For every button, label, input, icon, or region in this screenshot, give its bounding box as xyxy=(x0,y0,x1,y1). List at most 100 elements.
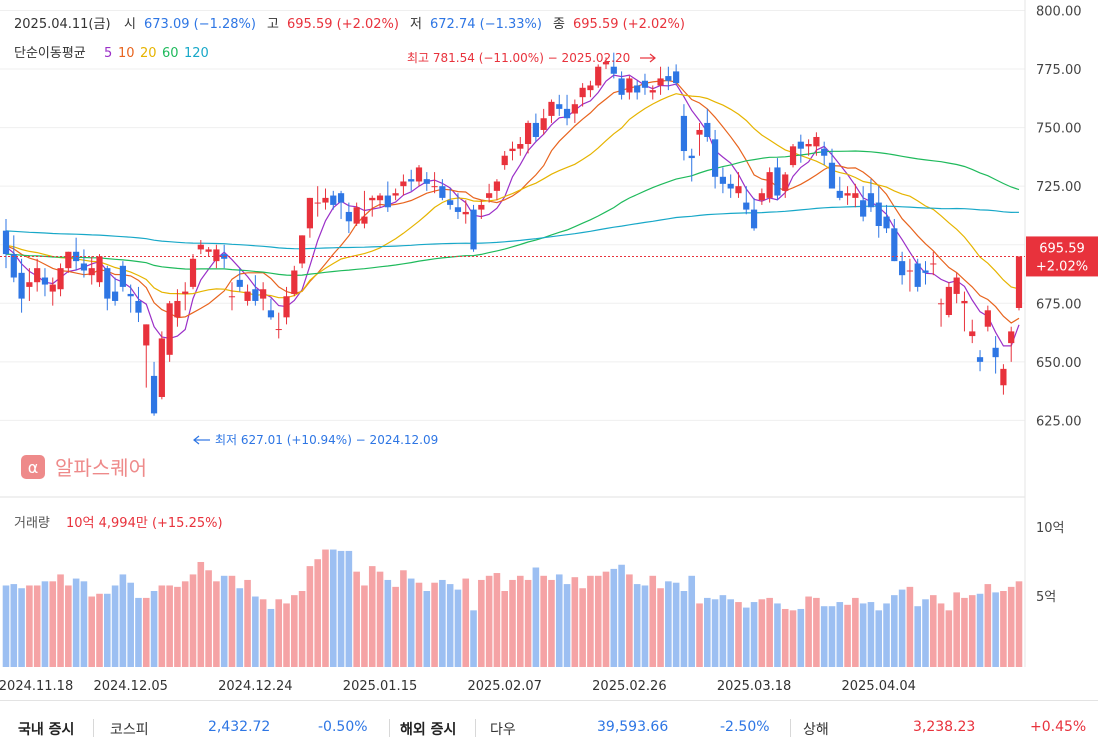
y-tick-label: 650.00 xyxy=(1036,356,1082,371)
volume-bar xyxy=(259,599,267,667)
kospi-label[interactable]: 코스피 xyxy=(110,722,149,738)
x-tick-label: 2025.02.07 xyxy=(467,679,541,694)
y-tick-label: 750.00 xyxy=(1036,122,1082,137)
candle-body xyxy=(361,216,368,224)
candle-body xyxy=(587,85,594,91)
volume-bar xyxy=(906,586,914,667)
low-value: 672.74 (−1.33%) xyxy=(430,17,542,32)
y-tick-label: 800.00 xyxy=(1036,5,1082,20)
volume-bar xyxy=(555,574,563,667)
candle-body xyxy=(922,270,929,273)
shanghai-change: +0.45% xyxy=(1030,719,1087,735)
candle-body xyxy=(236,279,243,287)
price-tag-change: +2.02% xyxy=(1036,259,1088,274)
volume-bar xyxy=(875,610,883,667)
volume-bar xyxy=(579,588,586,667)
candle-body xyxy=(766,172,773,198)
ma-line-10 xyxy=(5,79,1020,324)
volume-bar xyxy=(306,566,314,667)
volume-bar xyxy=(649,575,657,667)
watermark-logo-glyph: α xyxy=(28,458,39,477)
volume-bar xyxy=(57,574,64,667)
volume-bar xyxy=(135,597,142,667)
candle-body xyxy=(524,122,532,145)
candle-body xyxy=(182,291,189,294)
ma-legend-period: 60 xyxy=(162,46,179,61)
volume-bar xyxy=(470,610,477,667)
candle-body xyxy=(961,300,968,304)
shanghai-value: 3,238.23 xyxy=(913,719,976,735)
volume-bar xyxy=(891,595,898,667)
volume-bar xyxy=(758,599,766,667)
candle-body xyxy=(774,167,781,196)
volume-bar xyxy=(610,568,618,667)
stock-chart: 800.00775.00750.00725.00700.00675.00650.… xyxy=(0,0,1098,694)
candle-body xyxy=(634,85,641,93)
volume-bar xyxy=(197,561,205,667)
volume-bar xyxy=(1000,591,1007,667)
candle-body xyxy=(501,155,508,166)
volume-bar xyxy=(213,581,220,667)
header-date: 2025.04.11(금) xyxy=(14,17,111,32)
volume-bar xyxy=(672,582,680,667)
volume-bar xyxy=(1015,581,1023,667)
candle-body xyxy=(330,195,337,205)
candle-body xyxy=(673,71,680,84)
candle-body xyxy=(782,174,789,191)
volume-bar xyxy=(563,584,571,667)
candle-body xyxy=(470,209,477,250)
volume-bar xyxy=(602,571,610,667)
candle-body xyxy=(96,256,103,283)
volume-bar xyxy=(329,549,337,667)
volume-bar xyxy=(735,602,742,667)
candle-body xyxy=(299,235,306,264)
candle-body xyxy=(992,347,999,358)
volume-bar xyxy=(922,599,929,667)
volume-bar xyxy=(657,588,664,667)
volume-bar xyxy=(516,575,524,667)
candle-body xyxy=(860,200,867,217)
candle-body xyxy=(743,202,750,210)
moving-average-lines xyxy=(5,74,1020,347)
volume-bar xyxy=(407,578,415,667)
low-annotation-text: 최저 627.01 (+10.94%) − 2024.12.09 xyxy=(215,433,438,447)
ma-line-120 xyxy=(5,205,1020,250)
ohlc-header: 2025.04.11(금) 시 673.09 (−1.28%) 고 695.59… xyxy=(14,17,685,32)
volume-bar xyxy=(968,595,976,667)
volume-bar xyxy=(618,564,625,667)
volume-bar xyxy=(384,579,392,667)
volume-bar xyxy=(127,582,134,667)
candle-body xyxy=(984,310,991,327)
overseas-label: 해외 증시 xyxy=(400,722,457,738)
candle-body xyxy=(454,207,462,212)
low-annotation: 최저 627.01 (+10.94%) − 2024.12.09 xyxy=(193,433,438,447)
volume-bars xyxy=(2,549,1023,667)
ma-legend-period: 5 xyxy=(104,46,112,61)
dow-label[interactable]: 다우 xyxy=(490,722,516,738)
candle-body xyxy=(228,296,236,298)
candle-body xyxy=(719,176,726,184)
candle-body xyxy=(657,78,664,86)
low-label: 저 xyxy=(410,17,422,32)
volume-bar xyxy=(665,581,672,667)
candle-body xyxy=(283,296,290,318)
candle-body xyxy=(680,115,688,152)
volume-bar xyxy=(594,575,602,667)
candle-body xyxy=(322,197,329,203)
candle-body xyxy=(2,230,10,255)
volume-bar xyxy=(704,597,711,667)
volume-bar xyxy=(719,595,727,667)
candle-body xyxy=(376,195,384,201)
volume-bar xyxy=(501,591,509,667)
candle-body xyxy=(688,155,695,159)
volume-axis: 10억 5억 xyxy=(1036,521,1065,605)
open-label: 시 xyxy=(124,17,136,32)
candle-body xyxy=(556,104,563,109)
candle-body xyxy=(1008,331,1015,344)
candle-body xyxy=(712,139,719,177)
shanghai-label[interactable]: 상해 xyxy=(803,722,829,738)
y-tick-label: 725.00 xyxy=(1036,180,1082,195)
x-axis-ticks: 2024.11.18 2024.12.05 2024.12.24 2025.01.15… xyxy=(0,679,916,694)
x-tick-label: 2025.03.18 xyxy=(717,679,791,694)
volume-bar xyxy=(72,578,80,667)
